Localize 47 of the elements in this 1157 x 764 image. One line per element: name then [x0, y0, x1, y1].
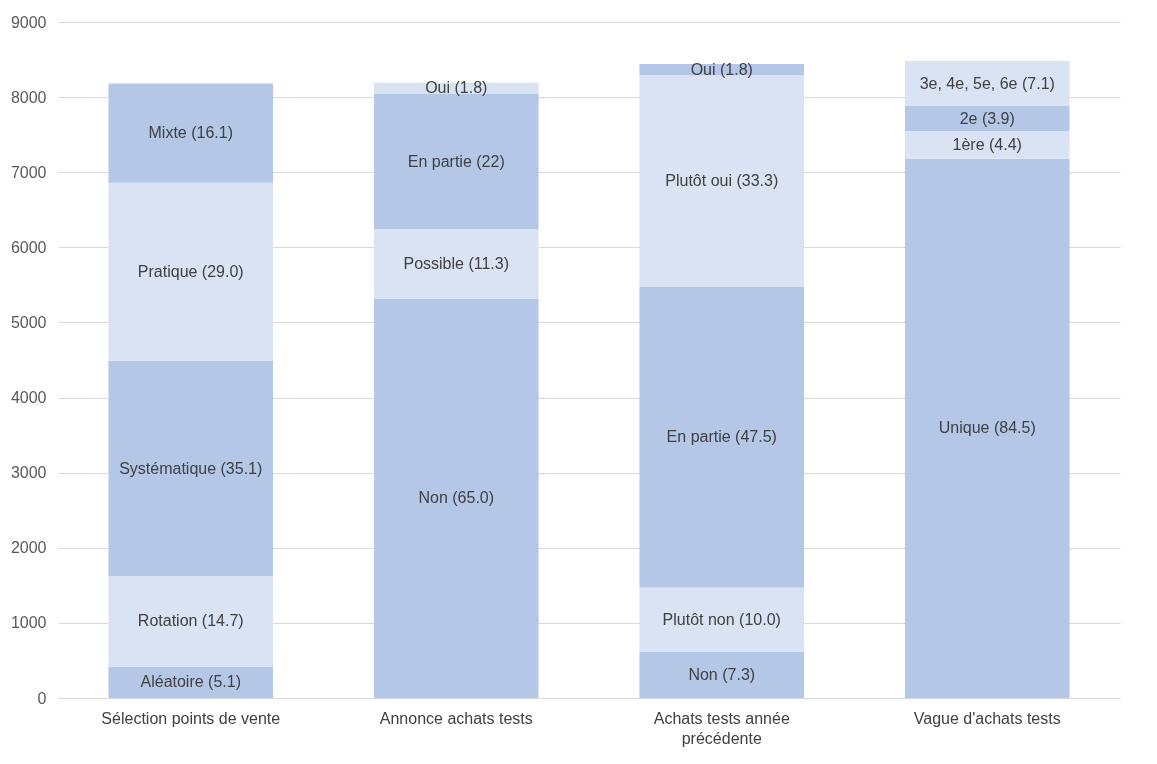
y-tick-label: 9000 — [10, 13, 47, 31]
y-tick-label: 2000 — [10, 539, 47, 557]
x-tick-label: Vague d'achats tests — [913, 709, 1061, 727]
bar — [108, 182, 274, 361]
annotation: Plutôt non (10.0) — [662, 610, 781, 628]
bar — [639, 587, 805, 652]
y-tick-label: 0 — [37, 689, 47, 707]
annotation: 3e, 4e, 5e, 6e (7.1) — [919, 74, 1055, 92]
bar — [108, 576, 274, 667]
annotation: Plutôt oui (33.3) — [665, 171, 779, 189]
x-tick-label: Annonce achats tests — [379, 709, 533, 727]
bar — [108, 83, 274, 183]
bar — [904, 130, 1070, 159]
annotation: Rotation (14.7) — [137, 612, 244, 630]
bar — [904, 158, 1070, 698]
x-tick-label: Achats tests année précédente — [653, 709, 790, 747]
x-tick-label: Sélection points de vente — [101, 709, 281, 727]
y-tick-label: 1000 — [10, 614, 47, 632]
annotation: En partie (47.5) — [666, 427, 777, 445]
y-tick-label: 8000 — [10, 88, 47, 106]
annotation: 1ère (4.4) — [952, 135, 1022, 153]
annotation: Possible (11.3) — [403, 254, 510, 272]
bar — [639, 651, 805, 698]
y-tick-label: 3000 — [10, 464, 47, 482]
y-tick-label: 6000 — [10, 238, 47, 256]
bar — [904, 61, 1070, 107]
y-tick-label: 5000 — [10, 313, 47, 331]
bar — [373, 229, 539, 299]
bar — [108, 360, 274, 577]
bar — [108, 666, 274, 698]
annotation: Non (65.0) — [418, 489, 495, 507]
annotation: Mixte (16.1) — [148, 124, 233, 142]
bar — [373, 298, 539, 698]
annotation: Oui (1.8) — [690, 60, 753, 78]
annotation: Non (7.3) — [688, 665, 756, 683]
bar — [373, 94, 539, 230]
y-tick-label: 7000 — [10, 163, 47, 181]
annotation: Oui (1.8) — [425, 79, 488, 97]
annotation: Systématique (35.1) — [119, 459, 263, 477]
bar — [904, 106, 1070, 131]
bar — [639, 286, 805, 588]
annotation: Unique (84.5) — [938, 419, 1036, 437]
annotation: Aléatoire (5.1) — [140, 673, 241, 691]
annotation: 2e (3.9) — [959, 109, 1015, 127]
y-tick-label: 4000 — [10, 389, 47, 407]
annotation: En partie (22) — [407, 152, 505, 170]
annotation: Pratique (29.0) — [137, 262, 244, 280]
